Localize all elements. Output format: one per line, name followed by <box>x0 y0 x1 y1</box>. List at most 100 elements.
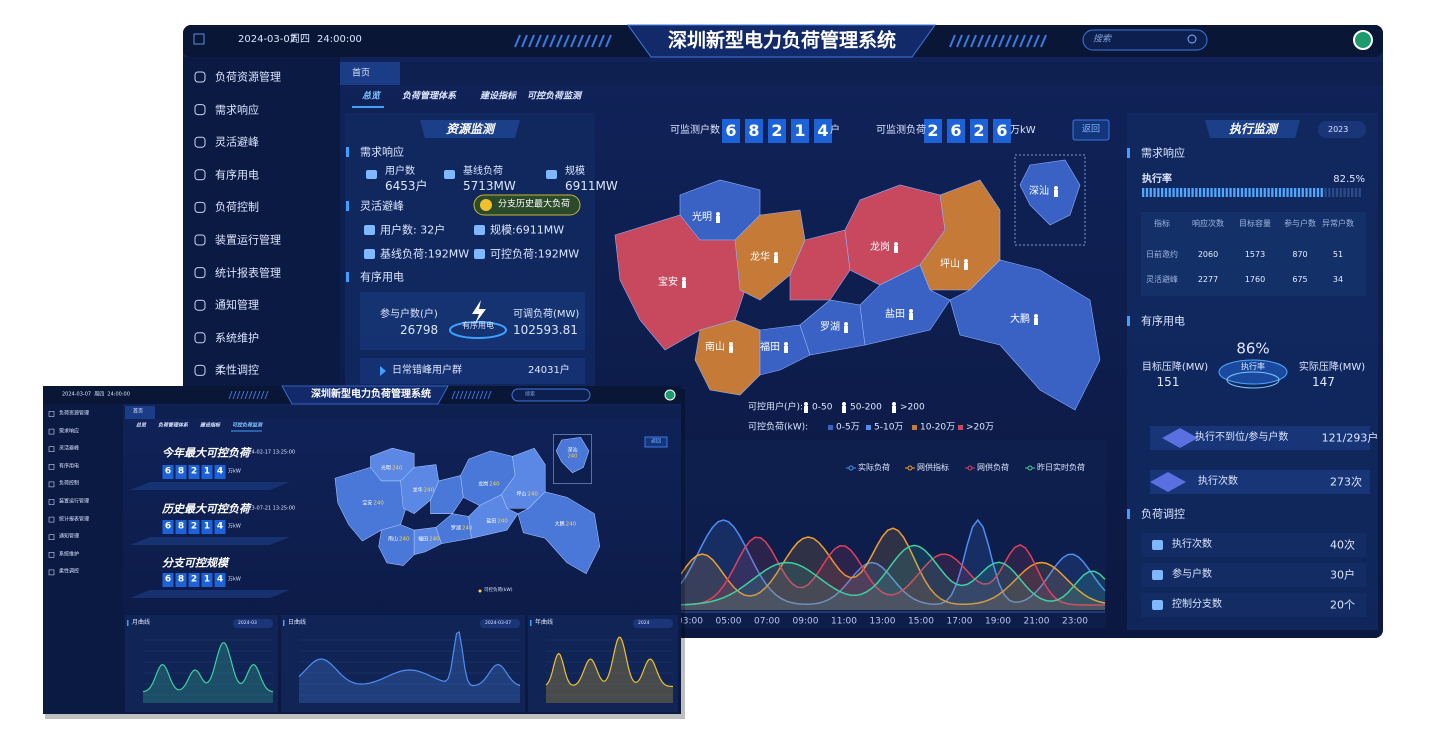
period-select[interactable] <box>633 619 673 628</box>
menu-item[interactable]: 系统维护 <box>59 551 80 558</box>
person-icon <box>1054 190 1058 197</box>
year-select-label[interactable]: 2023 <box>1328 125 1349 134</box>
stat-icon <box>1150 472 1186 492</box>
digit-box <box>214 520 226 534</box>
menu-item[interactable]: 柔性调控 <box>59 568 80 575</box>
menu-item[interactable]: 负荷控制 <box>59 480 80 487</box>
digit: 2 <box>190 574 198 585</box>
tab[interactable]: 首页 <box>133 408 144 415</box>
menu-item[interactable]: 装置运行管理 <box>59 498 90 505</box>
district-label: 龙华 <box>750 252 770 263</box>
district-value: 240 <box>429 536 440 543</box>
title-stripe <box>591 34 598 48</box>
menu-item[interactable]: 系统维护 <box>215 331 259 345</box>
item: 基线负荷:192MW <box>380 247 470 261</box>
digit-box <box>791 119 809 143</box>
title-stripe <box>977 34 984 48</box>
menu-item[interactable]: 负荷控制 <box>215 200 259 214</box>
menu-item[interactable]: 有序用电 <box>215 168 259 182</box>
search-box[interactable] <box>1082 29 1208 51</box>
progress-segment <box>1256 188 1259 197</box>
search-placeholder[interactable]: 搜索 <box>525 391 536 398</box>
table-header: 参与户数 <box>1284 219 1316 228</box>
back-button[interactable] <box>1072 119 1110 141</box>
search-box[interactable] <box>511 388 591 402</box>
tab-strip <box>123 406 681 419</box>
person-icon <box>682 281 686 288</box>
map-region <box>400 464 440 515</box>
table-cell: 日前邀约 <box>1146 250 1178 259</box>
title-stripe <box>535 34 542 48</box>
subtab[interactable]: 总览 <box>362 91 381 102</box>
year-select[interactable] <box>1318 121 1366 138</box>
search-placeholder[interactable]: 搜索 <box>1093 34 1112 45</box>
title-stripe <box>463 390 468 400</box>
progress-segment <box>1240 188 1244 197</box>
back-button-label[interactable]: 返回 <box>650 438 662 445</box>
legend-swatch <box>958 425 963 430</box>
progress-segment <box>1301 188 1304 197</box>
menu-item[interactable]: 需求响应 <box>215 103 259 117</box>
digit: 1 <box>794 121 806 140</box>
back-button-label[interactable]: 返回 <box>1081 124 1101 135</box>
curve-area <box>299 631 520 703</box>
title-stripe <box>1040 34 1047 48</box>
x-tick-label: 13:00 <box>869 616 896 627</box>
menu-item[interactable]: 柔性调控 <box>215 363 259 377</box>
title-stripe <box>451 390 456 400</box>
subtab[interactable]: 总览 <box>136 422 147 429</box>
menu-item[interactable]: 有序用电 <box>59 463 80 470</box>
district-value: 240 <box>489 481 500 488</box>
subtab[interactable]: 建设指标 <box>200 422 221 429</box>
bar-label: 执行次数 <box>1198 476 1238 487</box>
menu-icon <box>48 569 55 576</box>
title-stripe <box>1033 34 1040 48</box>
map-region <box>694 319 761 396</box>
menu-item[interactable]: 负荷资源管理 <box>215 70 281 84</box>
tab[interactable]: 首页 <box>352 68 371 79</box>
unit: 万kW <box>1010 125 1036 136</box>
menu-item[interactable]: 通知管理 <box>59 533 80 540</box>
menu-item[interactable]: 灵活避峰 <box>215 135 259 149</box>
back-button[interactable] <box>644 436 668 448</box>
menu-icon <box>48 481 55 488</box>
district-label: 罗湖 <box>820 322 840 333</box>
digit-box <box>214 465 226 479</box>
title-stripe <box>584 34 591 48</box>
digit-box <box>175 520 187 534</box>
curve-area <box>546 637 673 703</box>
district-label: 深汕 <box>567 447 578 454</box>
subtab[interactable]: 可控负荷监测 <box>527 91 582 102</box>
title-stripe <box>605 34 612 48</box>
progress-segment <box>1324 188 1327 197</box>
menu-item[interactable]: 统计报表管理 <box>59 516 90 523</box>
row-label: 执行次数 <box>1172 539 1212 550</box>
section-marker <box>1127 316 1130 326</box>
person-icon <box>682 277 686 281</box>
period-select-label[interactable]: 2024-03-07 <box>485 620 512 626</box>
subtab[interactable]: 建设指标 <box>480 91 517 102</box>
subtab[interactable]: 负荷管理体系 <box>158 422 189 429</box>
person-icon <box>716 216 720 223</box>
subtab[interactable]: 负荷管理体系 <box>402 91 457 102</box>
period-select-label[interactable]: 2024-03 <box>238 620 257 626</box>
menu-item[interactable]: 灵活避峰 <box>59 445 80 452</box>
period-select-label[interactable]: 2024 <box>638 620 650 626</box>
card-title: 历史最大可控负荷 <box>162 502 250 516</box>
period-select[interactable] <box>233 619 273 628</box>
menu-item[interactable]: 装置运行管理 <box>215 233 281 247</box>
menu-item[interactable]: 需求响应 <box>59 428 80 435</box>
title-stripe <box>528 34 535 48</box>
curve-area <box>143 642 273 703</box>
map-region <box>413 527 442 555</box>
avatar[interactable] <box>1353 30 1373 50</box>
progress-segment <box>1176 188 1179 197</box>
menu-toggle[interactable] <box>193 33 205 45</box>
menu-item[interactable]: 负荷资源管理 <box>59 410 90 417</box>
avatar[interactable] <box>664 389 676 401</box>
menu-item[interactable]: 通知管理 <box>215 298 259 312</box>
subtab[interactable]: 可控负荷监测 <box>232 422 263 429</box>
period-select[interactable] <box>480 619 520 628</box>
menu-item[interactable]: 统计报表管理 <box>215 266 281 280</box>
